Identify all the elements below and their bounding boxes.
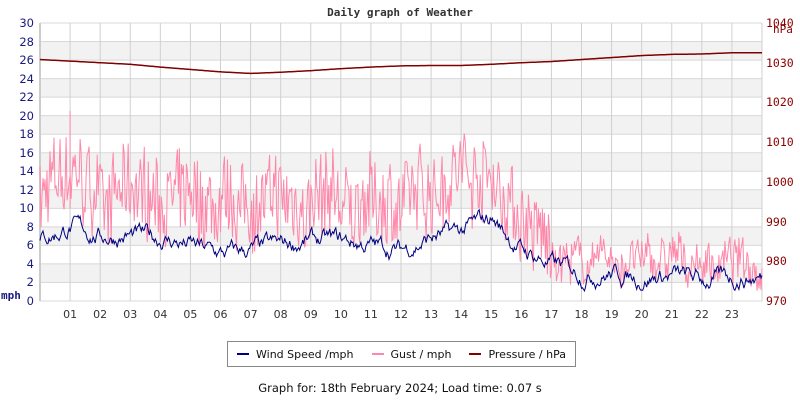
left-axis-tick: 18 <box>19 127 34 142</box>
x-axis-tick: 19 <box>604 308 619 321</box>
left-axis-tick: 28 <box>19 34 34 49</box>
pressure-swatch-icon <box>469 353 482 355</box>
legend-item-gust: Gust / mph <box>371 347 452 361</box>
x-axis-tick: 16 <box>514 308 529 321</box>
right-axis-unit: hPa <box>773 23 793 36</box>
left-axis-tick: 4 <box>26 256 34 271</box>
gust-swatch-icon <box>371 353 384 355</box>
chart-series <box>39 52 763 293</box>
left-axis-tick: 14 <box>19 164 34 179</box>
left-axis-unit: mph <box>1 289 21 302</box>
left-axis-tick: 30 <box>19 16 34 30</box>
left-axis-tick: 10 <box>19 201 34 216</box>
right-axis-tick: 1000 <box>766 174 794 189</box>
left-axis-tick: 8 <box>26 219 34 234</box>
gust-line <box>39 133 763 291</box>
x-axis-tick: 13 <box>424 308 439 321</box>
left-axis-tick: 16 <box>19 145 34 160</box>
right-axis-tick: 990 <box>766 214 787 229</box>
x-axis-tick: 11 <box>363 308 378 321</box>
x-axis-tick: 09 <box>303 308 318 321</box>
right-axis-tick: 980 <box>766 254 787 269</box>
legend-item-pressure: Pressure / hPa <box>469 348 566 361</box>
right-axis-tick: 1030 <box>766 55 794 70</box>
left-axis-tick: 22 <box>19 90 34 105</box>
x-axis-tick: 23 <box>724 308 739 321</box>
right-axis-tick: 1010 <box>766 135 794 150</box>
right-axis-tick: 970 <box>766 294 787 308</box>
left-axis-tick: 6 <box>26 238 34 253</box>
left-axis-tick: 0 <box>26 294 34 308</box>
chart-title: Daily graph of Weather <box>327 6 473 19</box>
legend-item-wind-speed: Wind Speed /mph <box>237 348 354 361</box>
x-axis-tick: 07 <box>243 308 258 321</box>
wind-speed-swatch-icon <box>237 353 249 355</box>
x-axis-tick: 08 <box>273 308 288 321</box>
graph-footer: Graph for: 18th February 2024; Load time… <box>258 381 542 395</box>
x-axis-tick: 22 <box>694 308 709 321</box>
left-axis-tick: 26 <box>19 53 34 68</box>
pressure-line <box>39 52 762 75</box>
legend-label: Wind Speed /mph <box>256 347 354 361</box>
x-axis-tick: 17 <box>544 308 559 321</box>
x-axis-tick: 18 <box>574 308 589 321</box>
x-axis-tick: 15 <box>484 308 499 321</box>
chart-legend: Wind Speed /mph Gust / mph Pressure / hP… <box>227 341 576 367</box>
left-axis-tick: 20 <box>19 108 34 123</box>
right-axis-tick: 1040 <box>766 16 794 30</box>
x-axis-tick: 02 <box>93 308 108 321</box>
x-axis-tick: 10 <box>333 308 348 321</box>
x-axis-tick: 04 <box>153 308 168 321</box>
x-axis-tick: 20 <box>634 308 649 321</box>
x-axis-tick: 01 <box>63 308 78 321</box>
legend-label: Gust / mph <box>390 347 452 361</box>
legend-label: Pressure / hPa <box>488 347 566 361</box>
right-axis-tick: 1020 <box>766 95 794 110</box>
x-axis-tick: 05 <box>183 308 198 321</box>
x-axis-tick: 03 <box>123 308 138 321</box>
left-axis-tick: 12 <box>19 182 34 197</box>
x-axis-tick: 14 <box>454 308 469 321</box>
x-axis-tick: 06 <box>213 308 228 321</box>
left-axis-tick: 24 <box>19 71 34 86</box>
x-axis-tick: 21 <box>664 308 679 321</box>
x-axis-tick: 12 <box>394 308 408 321</box>
wind-speed-line <box>39 208 763 293</box>
left-axis-tick: 2 <box>26 275 34 290</box>
